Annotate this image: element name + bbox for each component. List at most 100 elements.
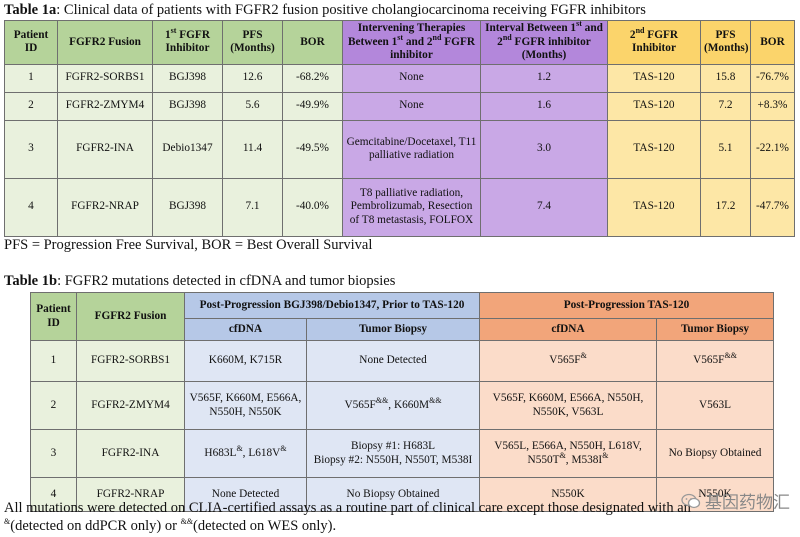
cell-pfs: 7.1 [222, 177, 283, 237]
cell-patient-id: 2 [30, 381, 77, 430]
header-bor-2: BOR [750, 20, 795, 65]
cell-pfs: 11.4 [222, 119, 283, 179]
cell-patient-id: 3 [4, 119, 58, 179]
cell-bor2: +8.3% [750, 91, 795, 121]
header-pre-cfdna: cfDNA [184, 318, 307, 341]
cell-therapies: T8 palliative radiation, Pembrolizumab, … [342, 177, 481, 237]
header-pfs: PFS (Months) [222, 20, 283, 65]
table-row: 4 FGFR2-NRAP None Detected No Biopsy Obt… [30, 477, 775, 512]
table1a-header-row: Patient ID FGFR2 Fusion 1st FGFR Inhibit… [4, 20, 795, 65]
cell-pfs2: 7.2 [700, 91, 751, 121]
header-pre-tas120: Post-Progression BGJ398/Debio1347, Prior… [184, 292, 480, 319]
header-bor: BOR [282, 20, 343, 65]
table-row: 1 FGFR2-SORBS1 K660M, K715R None Detecte… [30, 340, 775, 382]
cell-post-biopsy: N550K [655, 477, 775, 512]
header-first-inhibitor: 1st FGFR Inhibitor [152, 20, 223, 65]
table-1b: Patient ID FGFR2 Fusion Post-Progression… [30, 292, 775, 512]
cell-pre-biopsy: Biopsy #1: H683L Biopsy #2: N550H, N550T,… [306, 429, 480, 478]
cell-pfs2: 15.8 [700, 63, 751, 93]
cell-post-cfdna: V565F& [479, 340, 657, 382]
table-1a: Patient ID FGFR2 Fusion 1st FGFR Inhibit… [4, 20, 795, 237]
cell-inhibitor1: Debio1347 [152, 119, 223, 179]
cell-bor: -49.9% [282, 91, 343, 121]
cell-fusion: FGFR2-SORBS1 [57, 63, 153, 93]
cell-pre-cfdna: V565F, K660M, E566A, N550H, N550K [184, 381, 307, 430]
cell-post-cfdna: N550K [479, 477, 657, 512]
cell-bor2: -22.1% [750, 119, 795, 179]
cell-pfs2: 5.1 [700, 119, 751, 179]
cell-bor: -68.2% [282, 63, 343, 93]
table-row: 3 FGFR2-INA Debio1347 11.4 -49.5% Gemcit… [4, 119, 795, 179]
cell-fusion: FGFR2-NRAP [57, 177, 153, 237]
table-row: 2 FGFR2-ZMYM4 BGJ398 5.6 -49.9% None 1.6… [4, 91, 795, 121]
cell-interval: 1.2 [480, 63, 608, 93]
cell-fusion: FGFR2-NRAP [76, 477, 185, 512]
cell-therapies: None [342, 91, 481, 121]
table-row: 4 FGFR2-NRAP BGJ398 7.1 -40.0% T8 pallia… [4, 177, 795, 237]
cell-pfs: 5.6 [222, 91, 283, 121]
table1b-subheader-row: cfDNA Tumor Biopsy cfDNA Tumor Biopsy [31, 318, 775, 341]
table-row: 2 FGFR2-ZMYM4 V565F, K660M, E566A, N550H… [30, 381, 775, 430]
header-patient-id: Patient ID [4, 20, 58, 65]
header-fgfr2-fusion: FGFR2 Fusion [76, 292, 185, 341]
cell-bor: -40.0% [282, 177, 343, 237]
header-intervening-therapies: Intervening Therapies Between 1st and 2n… [342, 20, 481, 65]
header-post-cfdna: cfDNA [479, 318, 657, 341]
cell-fusion: FGFR2-ZMYM4 [76, 381, 185, 430]
cell-pre-biopsy: V565F&&, K660M&& [306, 381, 480, 430]
cell-bor2: -76.7% [750, 63, 795, 93]
table1b-header-row: Patient ID FGFR2 Fusion Post-Progression… [30, 292, 775, 341]
cell-post-biopsy: No Biopsy Obtained [655, 429, 775, 478]
table1b-caption: Table 1b: FGFR2 mutations detected in cf… [4, 273, 396, 289]
cell-post-cfdna: V565L, E566A, N550H, L618V, N550T&, M538I… [479, 429, 657, 478]
table1a-footnote: PFS = Progression Free Survival, BOR = B… [4, 237, 373, 253]
cell-inhibitor2: TAS-120 [607, 63, 701, 93]
cell-patient-id: 2 [4, 91, 58, 121]
cell-interval: 7.4 [480, 177, 608, 237]
cell-inhibitor2: TAS-120 [607, 177, 701, 237]
cell-inhibitor1: BGJ398 [152, 63, 223, 93]
cell-patient-id: 4 [4, 177, 58, 237]
header-patient-id: Patient ID [30, 292, 77, 341]
header-fgfr2-fusion: FGFR2 Fusion [57, 20, 153, 65]
cell-therapies: Gemcitabine/Docetaxel, T11 palliative ra… [342, 119, 481, 179]
table1b-footnote: All mutations were detected on CLIA-cert… [4, 500, 691, 535]
cell-fusion: FGFR2-INA [76, 429, 185, 478]
cell-patient-id: 1 [30, 340, 77, 382]
header-interval: Interval Between 1st and 2nd FGFR inhibi… [480, 20, 608, 65]
cell-patient-id: 1 [4, 63, 58, 93]
table-row: 3 FGFR2-INA H683L&, L618V& Biopsy #1: H6… [30, 429, 775, 478]
cell-pre-biopsy: No Biopsy Obtained [306, 477, 480, 512]
cell-pre-cfdna: K660M, K715R [184, 340, 307, 382]
header-second-inhibitor: 2nd FGFR Inhibitor [607, 20, 701, 65]
table1a-caption: Table 1a: Clinical data of patients with… [4, 2, 646, 18]
cell-fusion: FGFR2-SORBS1 [76, 340, 185, 382]
cell-interval: 1.6 [480, 91, 608, 121]
cell-post-cfdna: V565F, K660M, E566A, N550H, N550K, V563L [479, 381, 657, 430]
watermark: 基因药物汇 [681, 488, 790, 513]
cell-inhibitor2: TAS-120 [607, 91, 701, 121]
wechat-icon [681, 493, 701, 508]
watermark-text: 基因药物汇 [705, 493, 790, 513]
cell-pre-cfdna: H683L&, L618V& [184, 429, 307, 478]
header-pfs-2: PFS (Months) [700, 20, 751, 65]
cell-patient-id: 3 [30, 429, 77, 478]
cell-fusion: FGFR2-ZMYM4 [57, 91, 153, 121]
header-post-tas120: Post-Progression TAS-120 [478, 292, 775, 319]
cell-pfs2: 17.2 [700, 177, 751, 237]
cell-pre-biopsy: None Detected [306, 340, 480, 382]
table-row: 1 FGFR2-SORBS1 BGJ398 12.6 -68.2% None 1… [4, 63, 795, 93]
cell-post-biopsy: V565F&& [655, 340, 775, 382]
cell-bor: -49.5% [282, 119, 343, 179]
cell-inhibitor2: TAS-120 [607, 119, 701, 179]
cell-post-biopsy: V563L [655, 381, 775, 430]
cell-interval: 3.0 [480, 119, 608, 179]
cell-inhibitor1: BGJ398 [152, 91, 223, 121]
cell-bor2: -47.7% [750, 177, 795, 237]
cell-pre-cfdna: None Detected [184, 477, 307, 512]
header-pre-biopsy: Tumor Biopsy [306, 318, 480, 341]
header-post-biopsy: Tumor Biopsy [655, 318, 775, 341]
cell-pfs: 12.6 [222, 63, 283, 93]
cell-inhibitor1: BGJ398 [152, 177, 223, 237]
cell-fusion: FGFR2-INA [57, 119, 153, 179]
